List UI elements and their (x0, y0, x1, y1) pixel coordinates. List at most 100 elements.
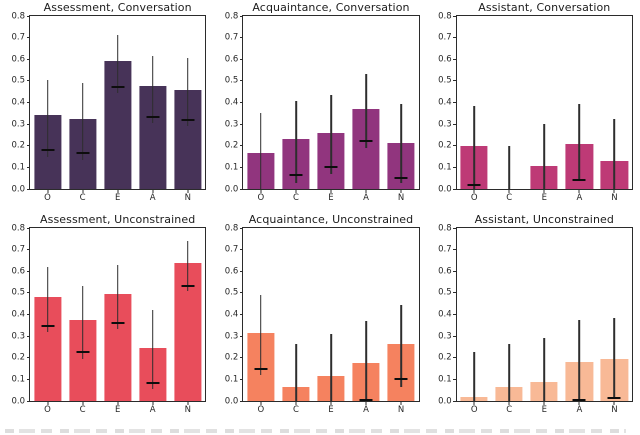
y-tick-label: 0.5 (224, 75, 239, 86)
x-tick-mark (578, 401, 580, 405)
y-tick-mark (453, 249, 457, 251)
y-tick-mark (453, 58, 457, 60)
subplot-title: Assessment, Unconstrained (39, 213, 196, 226)
x-tick-label: E (328, 193, 334, 203)
y-tick-mark (26, 292, 30, 294)
y-tick-mark (239, 37, 244, 39)
x-tick-mark (578, 189, 580, 193)
error-bar-A (151, 310, 154, 390)
error-bar-O (473, 352, 475, 401)
x-tick-mark (117, 401, 119, 405)
subplot-acquaintance-conversation: Acquaintance, Conversation 0.0 0.1 0.2 0.3 0… (213, 0, 426, 212)
error-bar-E (543, 338, 546, 401)
x-tick-mark (613, 189, 615, 193)
y-tick-mark (239, 123, 244, 125)
subplot-assistant-conversation: Assistant, Conversation 0.0 0.1 0.2 0.3 0.4 0… (427, 0, 640, 212)
y-tick-mark (453, 166, 457, 168)
x-tick-mark (508, 189, 510, 193)
y-tick-label: 0.3 (438, 330, 452, 341)
x-tick-mark (330, 189, 332, 193)
subplot-title: Acquaintance, Unconstrained (248, 213, 414, 226)
y-tick-label: 0.1 (438, 374, 452, 385)
median-marker-N (607, 396, 621, 399)
y-tick-mark (26, 249, 30, 251)
error-bar-E (330, 333, 332, 401)
axes-area: 0.0 0.1 0.2 0.3 0.4 0.5 0.6 0.7 0.8 O C E A N (438, 224, 633, 414)
x-tick-mark (117, 189, 119, 193)
y-tick-mark (453, 400, 457, 402)
subplot-assessment-unconstrained: Assessment, Unconstrained 0.0 0.1 0.2 0.3 0.… (0, 212, 213, 424)
cropped-caption-text (5, 429, 626, 433)
x-tick-label: C (79, 193, 86, 203)
y-tick-label: 0.1 (11, 162, 25, 173)
y-tick-label: 0.7 (438, 32, 452, 43)
x-tick-mark (400, 401, 402, 405)
y-tick-label: 0.8 (438, 10, 452, 21)
y-tick-label: 0.6 (438, 266, 452, 276)
median-marker-C (289, 173, 303, 176)
x-tick-label: C (506, 193, 513, 203)
median-marker-A (572, 398, 586, 401)
subplot-acquaintance-unconstrained: Acquaintance, Unconstrained 0.0 0.1 0.2 0.3… (213, 212, 426, 424)
y-tick-label: 0.4 (438, 97, 452, 108)
error-bar-C (508, 343, 511, 401)
x-tick-label: O (257, 405, 265, 415)
y-tick-mark (239, 145, 244, 147)
median-marker-N (181, 118, 195, 121)
y-tick-label: 0.6 (438, 54, 452, 64)
y-tick-mark (26, 357, 30, 359)
y-tick-label: 0.0 (438, 395, 452, 406)
error-bar-O (260, 113, 262, 189)
y-tick-label: 0.8 (224, 222, 239, 233)
x-tick-label: E (114, 405, 121, 415)
error-bar-A (365, 321, 367, 401)
error-bar-C (295, 343, 297, 401)
median-marker-O (254, 367, 268, 370)
y-tick-label: 0.2 (11, 352, 25, 363)
median-marker-O (41, 325, 55, 328)
axes-area: 0.0 0.1 0.2 0.3 0.4 0.5 0.6 0.7 0.8 O C E A N (11, 224, 207, 414)
median-marker-O (41, 149, 55, 152)
y-tick-label: 0.2 (224, 140, 239, 151)
y-tick-label: 0.3 (11, 330, 25, 341)
y-tick-mark (453, 37, 457, 39)
y-tick-label: 0.6 (224, 54, 239, 64)
x-tick-label: A (576, 405, 583, 415)
error-bar-O (46, 79, 49, 157)
y-tick-label: 0.5 (438, 287, 452, 298)
y-tick-label: 0.6 (11, 266, 25, 276)
subplot-assistant-unconstrained: Assistant, Unconstrained 0.0 0.1 0.2 0.3 0.4… (427, 212, 640, 424)
y-tick-label: 0.0 (224, 395, 239, 406)
y-tick-label: 0.1 (438, 162, 452, 173)
y-tick-mark (453, 378, 457, 380)
y-tick-mark (239, 102, 244, 103)
x-tick-label: N (397, 193, 405, 203)
x-tick-mark (295, 189, 297, 193)
error-bar-E (543, 124, 546, 189)
median-marker-A (359, 398, 373, 401)
x-tick-mark (508, 401, 510, 405)
y-tick-label: 0.8 (438, 222, 452, 233)
error-bar-A (151, 56, 154, 124)
y-tick-label: 0.2 (438, 140, 452, 151)
y-tick-mark (26, 335, 30, 337)
x-tick-label: A (576, 193, 583, 203)
x-tick-label: E (541, 193, 547, 203)
x-tick-mark (400, 189, 402, 193)
y-tick-label: 0.5 (11, 75, 25, 86)
y-tick-label: 0.5 (224, 287, 239, 298)
subplot-grid: Assessment, Conversation 0.0 0.1 0.2 0.3 0.4… (0, 0, 640, 424)
y-tick-mark (26, 58, 30, 60)
y-tick-mark (453, 188, 457, 190)
x-tick-label: O (257, 193, 265, 203)
y-tick-label: 0.7 (224, 244, 239, 255)
y-tick-mark (239, 400, 244, 402)
error-bar-N (613, 317, 616, 398)
error-bar-A (578, 319, 581, 400)
error-bar-C (81, 83, 84, 160)
x-tick-label: A (363, 405, 369, 415)
error-bar-A (365, 74, 367, 148)
median-marker-A (572, 179, 586, 182)
axes-area: 0.0 0.1 0.2 0.3 0.4 0.5 0.6 0.7 0.8 O C E A N (225, 224, 420, 414)
y-tick-label: 0.1 (11, 374, 25, 385)
